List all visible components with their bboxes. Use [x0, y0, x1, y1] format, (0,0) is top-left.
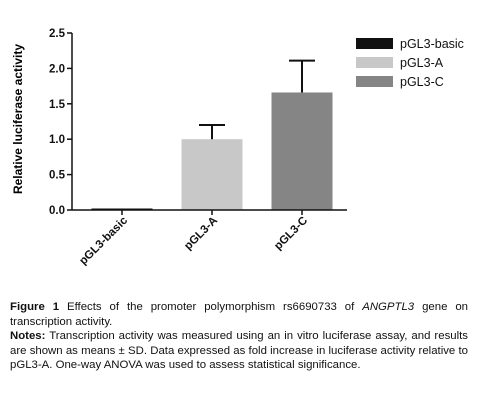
- legend-label: pGL3-A: [400, 56, 444, 70]
- legend-swatch: [356, 57, 393, 68]
- notes-label: Notes:: [10, 330, 46, 342]
- y-tick-label: 2.5: [49, 28, 66, 40]
- y-tick-label: 0.0: [49, 205, 65, 217]
- legend-swatch: [356, 38, 393, 49]
- legend-label: pGL3-C: [400, 75, 444, 89]
- x-tick-label: pGL3-C: [272, 215, 310, 253]
- y-tick-label: 2.0: [49, 63, 65, 75]
- y-axis-label: Relative luciferase activity: [11, 44, 25, 194]
- legend-swatch: [356, 76, 393, 87]
- bar: [271, 92, 333, 210]
- y-tick-label: 1.0: [49, 134, 65, 146]
- figure-caption: Figure 1 Effects of the promoter polymor…: [10, 300, 468, 373]
- caption-title: Figure 1 Effects of the promoter polymor…: [10, 300, 468, 329]
- plot-area: pGL3-basic pGL3-A pGL3-C 0.0 0.5 1.0 1.5 2.0 2.5: [49, 28, 347, 267]
- y-tick-label: 0.5: [49, 170, 66, 182]
- legend: pGL3-basic pGL3-A pGL3-C: [356, 37, 464, 89]
- x-tick-label: pGL3-basic: [77, 214, 130, 267]
- bar-chart: Relative luciferase activity pGL3-basic p…: [11, 28, 464, 267]
- figure-label: Figure 1: [10, 301, 60, 313]
- caption-title-pre: Effects of the promoter polymorphism rs6…: [59, 301, 363, 313]
- bar: [181, 139, 243, 210]
- caption-notes: Notes: Transcription activity was measur…: [10, 329, 468, 373]
- y-tick-label: 1.5: [49, 99, 66, 111]
- gene-name: ANGPTL3: [362, 301, 415, 313]
- caption-title-post: gene on transcription activity.: [10, 301, 468, 328]
- x-tick-label: pGL3-A: [182, 215, 220, 253]
- notes-text: Transcription activity was measured usin…: [10, 330, 468, 371]
- legend-label: pGL3-basic: [400, 37, 464, 51]
